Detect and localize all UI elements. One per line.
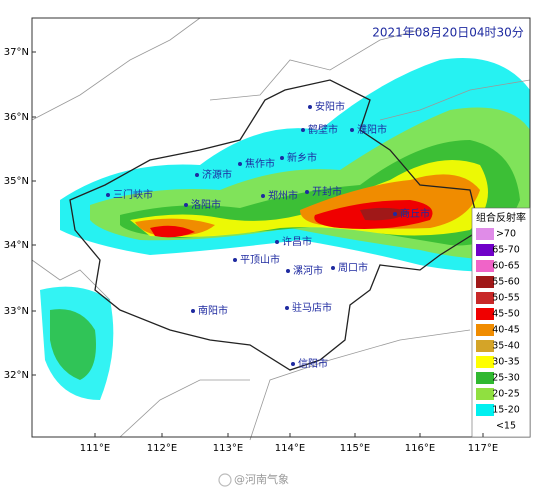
- boundaries: [31, 17, 531, 441]
- city-label: 三门峡市: [113, 188, 153, 201]
- lon-label: 111°E: [80, 443, 110, 454]
- legend-swatch: [476, 324, 494, 336]
- city-dot: [191, 309, 195, 313]
- city-label: 周口市: [338, 261, 368, 274]
- lon-label: 117°E: [468, 443, 498, 454]
- lat-label: 37°N: [4, 47, 29, 58]
- city-dot: [291, 362, 295, 366]
- legend-swatch: [476, 292, 494, 304]
- legend-label: 20-25: [492, 389, 520, 400]
- city-dot: [238, 162, 242, 166]
- city-dot: [280, 156, 284, 160]
- lon-label: 112°E: [147, 443, 177, 454]
- city-label: 焦作市: [245, 157, 275, 170]
- city-dot: [195, 173, 199, 177]
- city-label: 驻马店市: [292, 301, 332, 314]
- city-label: 开封市: [312, 185, 342, 198]
- legend-swatch: [476, 308, 494, 320]
- legend-label: 45-50: [492, 309, 520, 320]
- legend-swatch: [476, 228, 494, 240]
- radar-echo: [40, 58, 530, 400]
- city-label: 漯河市: [293, 264, 323, 277]
- lat-label: 35°N: [4, 176, 29, 187]
- legend-swatch: [476, 244, 494, 256]
- city-dot: [308, 105, 312, 109]
- city-dot: [233, 258, 237, 262]
- legend-swatch: [476, 260, 494, 272]
- watermark-text: @河南气象: [234, 472, 289, 486]
- city-label: 商丘市: [400, 207, 430, 220]
- city-dot: [301, 128, 305, 132]
- legend-swatch: [476, 340, 494, 352]
- legend-swatch: [476, 404, 494, 416]
- city-dot: [286, 269, 290, 273]
- legend-label: 30-35: [492, 357, 520, 368]
- timestamp: 2021年08月20日04时30分: [372, 26, 524, 40]
- city-label: 新乡市: [287, 151, 317, 164]
- city-label: 信阳市: [298, 357, 328, 370]
- legend-label: 55-60: [492, 277, 520, 288]
- city-dot: [261, 194, 265, 198]
- legend-swatch: [476, 356, 494, 368]
- legend-swatch: [476, 276, 494, 288]
- legend-label: <15: [496, 421, 516, 432]
- lat-label: 34°N: [4, 240, 29, 251]
- legend-label: 25-30: [492, 373, 520, 384]
- city-dot: [275, 240, 279, 244]
- city-label: 南阳市: [198, 304, 228, 317]
- legend-label: 35-40: [492, 341, 520, 352]
- city-label: 济源市: [202, 168, 232, 181]
- lon-label: 116°E: [405, 443, 435, 454]
- city-dot: [285, 306, 289, 310]
- lat-label: 33°N: [4, 306, 29, 317]
- city-label: 洛阳市: [191, 198, 221, 211]
- lat-label: 36°N: [4, 112, 29, 123]
- legend-label: 15-20: [492, 405, 520, 416]
- city-label: 许昌市: [282, 235, 312, 248]
- legend-title: 组合反射率: [476, 211, 526, 224]
- legend-label: 50-55: [492, 293, 520, 304]
- lon-label: 115°E: [340, 443, 370, 454]
- city-dot: [331, 266, 335, 270]
- legend-label: 65-70: [492, 245, 520, 256]
- city-dot: [393, 212, 397, 216]
- weibo-icon: [218, 473, 232, 487]
- watermark: @河南气象: [218, 472, 289, 487]
- legend-label: 40-45: [492, 325, 520, 336]
- city-label: 濮阳市: [357, 123, 387, 136]
- city-dot: [305, 190, 309, 194]
- legend-label: 60-65: [492, 261, 520, 272]
- lon-label: 114°E: [275, 443, 305, 454]
- city-label: 鹤壁市: [308, 123, 338, 136]
- legend-label: >70: [496, 229, 516, 240]
- legend-swatch: [476, 372, 494, 384]
- legend-box: [471, 207, 531, 438]
- city-label: 安阳市: [315, 100, 345, 113]
- city-dot: [106, 193, 110, 197]
- legend-swatch: [476, 388, 494, 400]
- city-dot: [350, 128, 354, 132]
- lon-label: 113°E: [213, 443, 243, 454]
- city-dot: [184, 203, 188, 207]
- city-label: 平顶山市: [240, 253, 280, 266]
- city-label: 郑州市: [268, 189, 298, 202]
- lat-label: 32°N: [4, 370, 29, 381]
